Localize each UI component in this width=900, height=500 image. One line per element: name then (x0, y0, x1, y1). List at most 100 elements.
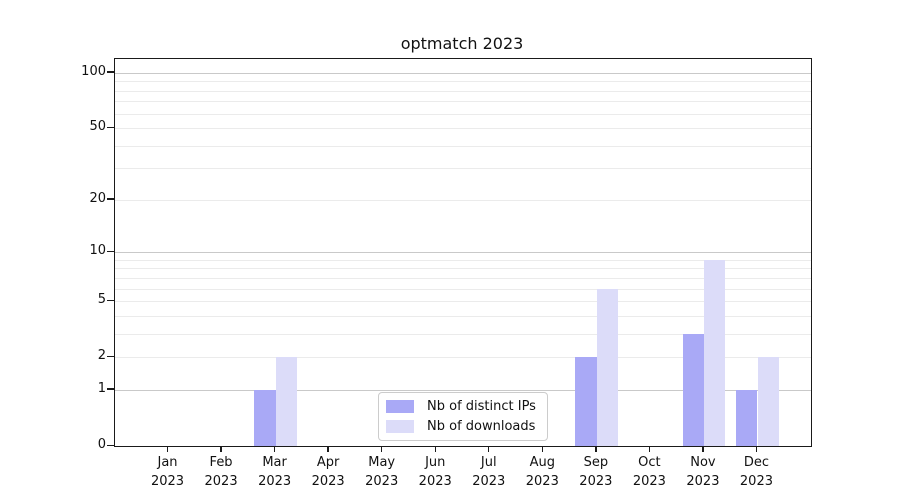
legend-swatch-downloads-icon (386, 420, 414, 433)
legend: Nb of distinct IPs Nb of downloads (378, 392, 548, 441)
gridline-y-70 (115, 101, 811, 103)
y-axis-tick-mark (107, 444, 114, 446)
bar-downloads (703, 259, 726, 446)
month-label: Sep (583, 455, 609, 470)
x-axis-tick-label: Aug 2023 (512, 453, 572, 491)
gridline-y-100 (115, 72, 811, 74)
bar-distinct-ips (736, 389, 758, 446)
y-axis-tick-mark (107, 388, 114, 390)
y-axis-tick-label: 100 (81, 63, 106, 79)
y-axis-tick-mark (107, 126, 114, 128)
month-label: Feb (209, 455, 233, 470)
y-axis-tick-label: 1 (97, 380, 106, 396)
year-label: 2023 (632, 474, 666, 489)
month-label: Oct (638, 455, 661, 470)
x-axis-tick-label: Jul 2023 (459, 453, 519, 491)
y-axis-tick-label: 20 (89, 190, 106, 206)
year-label: 2023 (472, 474, 506, 489)
gridline-y-30 (115, 168, 811, 170)
x-axis-tick-mark (327, 446, 329, 452)
gridline-y-90 (115, 81, 811, 83)
month-label: Dec (743, 455, 770, 470)
legend-item-downloads: Nb of downloads (386, 419, 537, 434)
x-axis-tick-mark (595, 446, 597, 452)
year-label: 2023 (579, 474, 613, 489)
y-axis-tick-mark (107, 198, 114, 200)
bar-distinct-ips (575, 357, 597, 446)
gridline-y-10 (115, 252, 811, 254)
gridline-y-5 (115, 301, 811, 303)
y-axis-tick-label: 10 (89, 243, 106, 259)
y-axis-tick-mark (107, 299, 114, 301)
y-axis-tick-mark (107, 250, 114, 252)
gridline-y-40 (115, 145, 811, 147)
x-axis-tick-mark (166, 446, 169, 452)
y-axis-tick-mark (107, 71, 114, 73)
gridline-y-7 (115, 277, 811, 279)
gridline-y-8 (115, 268, 811, 270)
year-label: 2023 (418, 474, 452, 489)
gridline-y-6 (115, 288, 811, 290)
gridline-y-60 (115, 113, 811, 115)
y-axis-tick-mark (107, 355, 114, 358)
bar-distinct-ips (254, 389, 276, 446)
month-label: Jun (425, 455, 446, 470)
chart-title: optmatch 2023 (400, 34, 524, 53)
bar-downloads (596, 288, 619, 446)
year-label: 2023 (686, 474, 720, 489)
x-axis-tick-label: Feb 2023 (191, 453, 251, 491)
bar-downloads (275, 357, 297, 446)
gridline-y-1 (115, 389, 811, 391)
y-axis-tick-label: 0 (97, 437, 106, 452)
x-axis-tick-mark (488, 446, 490, 452)
x-axis-tick-mark (541, 446, 543, 452)
legend-item-distinct-ips: Nb of distinct IPs (386, 399, 537, 414)
legend-swatch-distinct-ips-icon (386, 400, 414, 413)
x-axis-tick-mark (380, 446, 383, 452)
month-label: Jan (157, 455, 178, 470)
x-axis-tick-label: Mar 2023 (245, 453, 305, 491)
year-label: 2023 (311, 474, 345, 489)
month-label: May (368, 455, 396, 470)
x-axis-tick-label: Dec 2023 (726, 453, 786, 491)
plot-area: Nb of distinct IPs Nb of downloads (114, 58, 812, 447)
month-label: Apr (316, 455, 340, 470)
gridline-y-50 (115, 128, 811, 130)
x-axis-tick-mark (755, 446, 758, 452)
gridline-y-3 (115, 333, 811, 335)
x-axis-tick-label: Jun 2023 (405, 453, 465, 491)
x-axis-tick-label: Jan 2023 (138, 453, 198, 491)
legend-label-distinct-ips: Nb of distinct IPs (427, 399, 536, 414)
year-label: 2023 (150, 474, 185, 489)
x-axis-tick-mark (648, 446, 651, 452)
year-label: 2023 (258, 474, 292, 489)
x-axis-tick-label: Oct 2023 (619, 453, 679, 491)
y-axis-tick-label: 5 (97, 292, 106, 308)
x-axis-tick-mark (220, 446, 222, 452)
legend-label-downloads: Nb of downloads (427, 419, 536, 434)
year-label: 2023 (525, 474, 559, 489)
gridline-y-4 (115, 315, 811, 317)
year-label: 2023 (739, 474, 773, 489)
month-label: Jul (480, 455, 497, 470)
month-label: Nov (690, 455, 716, 470)
gridline-y-9 (115, 259, 811, 261)
gridline-y-80 (115, 90, 811, 92)
x-axis-tick-label: May 2023 (352, 453, 412, 491)
x-axis-tick-mark (702, 446, 704, 452)
gridline-y-20 (115, 199, 811, 201)
year-label: 2023 (365, 474, 399, 489)
x-axis-tick-mark (273, 446, 276, 452)
gridline-y-2 (115, 357, 811, 359)
bar-distinct-ips (682, 333, 704, 446)
bar-downloads (757, 357, 779, 446)
y-axis-tick-label: 50 (89, 119, 106, 135)
x-axis-tick-label: Apr 2023 (298, 453, 358, 491)
x-axis-tick-mark (434, 446, 436, 452)
x-axis-tick-label: Sep 2023 (566, 453, 626, 491)
month-label: Aug (529, 455, 555, 470)
year-label: 2023 (204, 474, 238, 489)
y-axis-tick-label: 2 (97, 348, 106, 364)
x-axis-tick-label: Nov 2023 (673, 453, 733, 491)
